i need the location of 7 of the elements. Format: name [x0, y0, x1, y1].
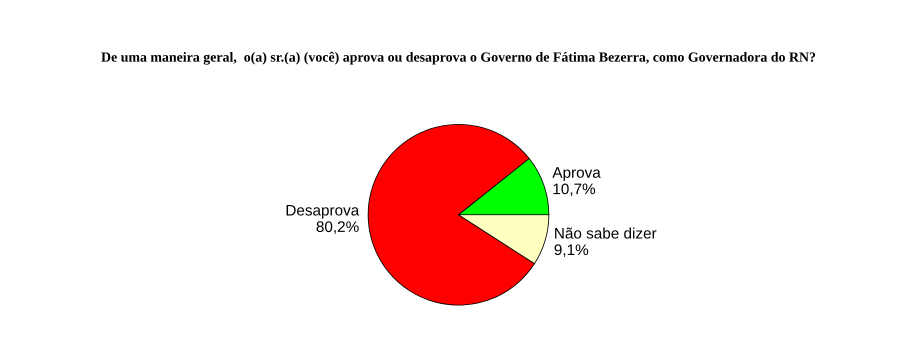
data-label: 80,2%	[316, 221, 359, 234]
slice-label: Não sabe dizer	[555, 227, 656, 239]
slice-label: Aprova	[552, 167, 601, 181]
data-label: 9,1%	[554, 244, 588, 257]
chart-title: De uma maneira geral, o(a) sr.(a) (você) aprova ou desaprova o Governo de Fátima Bezerra, como Governadora do RN?	[101, 52, 816, 65]
slice-label: Desaprova	[286, 204, 360, 219]
data-label: 10,7%	[554, 183, 596, 196]
